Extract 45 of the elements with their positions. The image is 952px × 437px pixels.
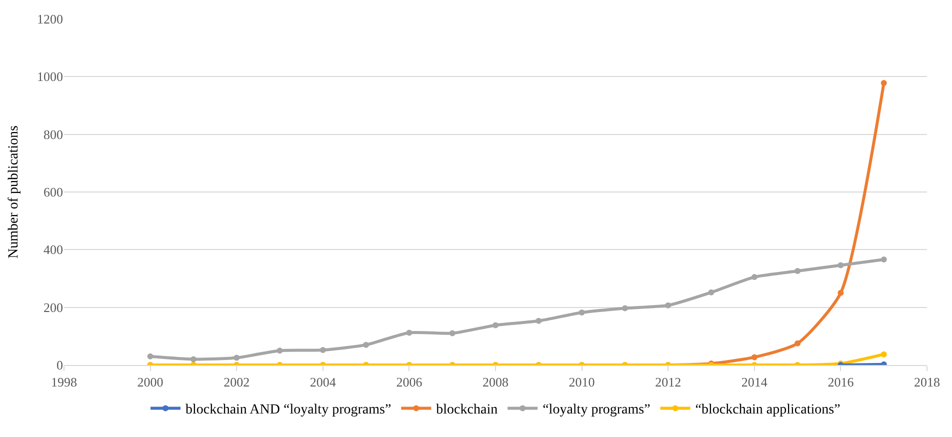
y-tick-label: 1200 (37, 12, 63, 27)
point (838, 262, 844, 268)
point (276, 348, 283, 354)
y-tick-label: 200 (44, 300, 63, 315)
y-tick-label: 400 (44, 242, 63, 258)
point (622, 305, 628, 312)
point (147, 353, 154, 360)
point (190, 356, 196, 362)
y-tick-label: 0 (56, 358, 63, 373)
point (234, 354, 240, 361)
point (492, 322, 498, 328)
point (406, 330, 412, 336)
point (320, 347, 326, 354)
legend-label: “loyalty programs” (542, 402, 650, 418)
x-tick-label: 1998 (51, 374, 77, 390)
x-tick-label: 2014 (741, 374, 768, 390)
x-tick-label: 2008 (482, 374, 508, 390)
point (578, 310, 585, 316)
x-tick-label: 2016 (828, 374, 854, 390)
point (794, 268, 801, 274)
legend-label: “blockchain applications” (695, 402, 840, 418)
x-tick-label: 2002 (224, 374, 250, 390)
legend-label: blockchain (436, 402, 498, 418)
point (880, 256, 887, 262)
x-tick-label: 2006 (396, 374, 423, 390)
x-tick-label: 2010 (568, 374, 595, 390)
x-tick-label: 2018 (914, 374, 940, 390)
point (665, 302, 672, 308)
x-tick-label: 2004 (310, 374, 336, 390)
y-tick-label: 800 (44, 126, 63, 142)
legend-label: blockchain AND “loyalty programs” (186, 402, 392, 418)
point (536, 318, 542, 324)
x-tick-label: 2000 (137, 374, 164, 390)
point (363, 342, 370, 348)
y-tick-label: 600 (44, 184, 63, 200)
y-axis-title: Number of publications (6, 126, 22, 258)
y-tick-label: 1000 (37, 69, 63, 84)
point (880, 351, 887, 358)
point (751, 354, 758, 360)
point (708, 289, 714, 296)
point (449, 330, 456, 336)
x-tick-label: 2012 (655, 374, 682, 390)
point (751, 274, 758, 280)
point (794, 340, 801, 346)
point (838, 290, 844, 296)
